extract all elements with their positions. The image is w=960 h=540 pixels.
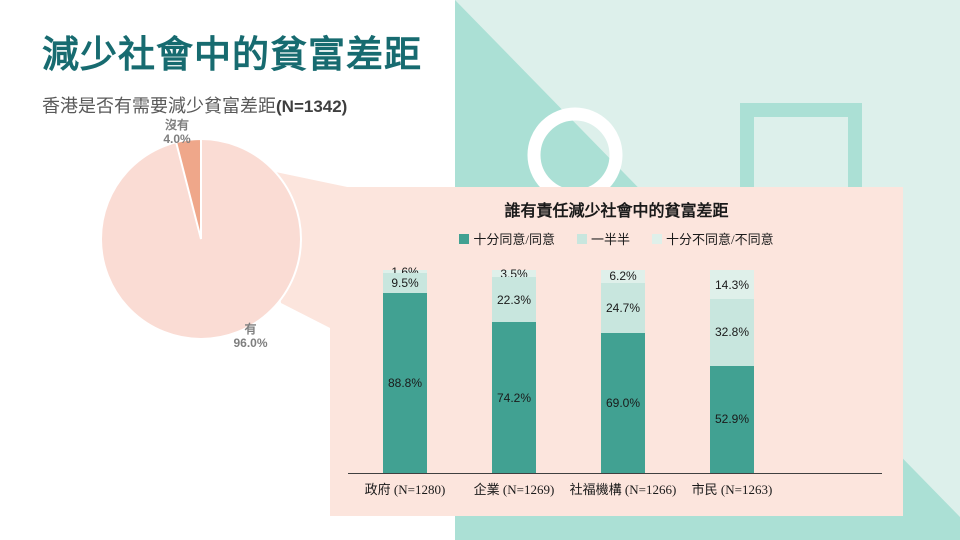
pie-chart <box>100 137 302 340</box>
bar-value-label: 24.7% <box>605 300 641 315</box>
bar-value-label: 74.2% <box>496 390 532 405</box>
bar-value-label: 69.0% <box>605 395 641 410</box>
legend-swatch-icon <box>652 233 662 244</box>
category-label: 企業 (N=1269) <box>473 482 555 497</box>
bar-value-label: 22.3% <box>496 292 532 307</box>
pie-chart-subtitle: 香港是否有需要減少貧富差距(N=1342) <box>42 92 442 118</box>
subtitle-question: 香港是否有需要減少貧富差距 <box>42 96 276 116</box>
bar-segment <box>492 270 536 278</box>
bar-segment <box>710 299 754 366</box>
bar-segment <box>601 270 645 283</box>
bar-value-label: 9.5% <box>391 275 419 290</box>
legend-label: 一半半 <box>590 232 630 247</box>
subtitle-sample-size: (N=1342) <box>276 97 348 116</box>
legend-item: 十分同意/同意 <box>459 229 555 248</box>
category-label: 市民 (N=1263) <box>691 482 773 497</box>
legend-item: 一半半 <box>576 229 630 248</box>
pie-label-yes: 有 96.0% <box>233 322 268 350</box>
bar-segment <box>383 270 427 274</box>
bar-value-label: 6.2% <box>609 269 637 284</box>
bar-chart-panel: 誰有責任減少社會中的貧富差距 十分同意/同意 一半半 十分不同意/不同意 1.6% 9… <box>330 187 903 516</box>
bar-segment <box>601 332 645 473</box>
legend-swatch-icon <box>459 233 470 244</box>
bar-chart-legend: 十分同意/同意 一半半 十分不同意/不同意 <box>330 229 903 248</box>
bar-value-label: 3.5% <box>500 266 528 281</box>
x-axis-line <box>348 473 882 474</box>
bar-segment <box>710 270 754 300</box>
legend-label: 十分不同意/不同意 <box>666 232 774 247</box>
bar-segment <box>492 322 536 473</box>
bar-value-label: 14.3% <box>714 277 750 292</box>
bar-segment <box>383 273 427 293</box>
bar-chart-title: 誰有責任減少社會中的貧富差距 <box>504 203 729 220</box>
bar-segment <box>601 282 645 333</box>
legend-label: 十分同意/同意 <box>473 232 555 247</box>
bar-segment <box>710 365 754 473</box>
bar-segment <box>492 277 536 323</box>
bar-segment <box>383 292 427 473</box>
bar-value-label: 52.9% <box>714 412 750 427</box>
category-label: 社福機構 (N=1266) <box>569 482 677 497</box>
legend-swatch-icon <box>576 233 587 244</box>
category-label: 政府 (N=1280) <box>364 482 446 497</box>
legend-item: 十分不同意/不同意 <box>652 229 774 248</box>
page-title: 減少社會中的貧富差距 <box>42 34 422 75</box>
pie-slice-no <box>174 137 202 240</box>
bar-value-label: 32.8% <box>714 325 750 340</box>
bar-value-label: 88.8% <box>387 375 423 390</box>
pie-label-no: 沒有 4.0% <box>163 118 191 146</box>
